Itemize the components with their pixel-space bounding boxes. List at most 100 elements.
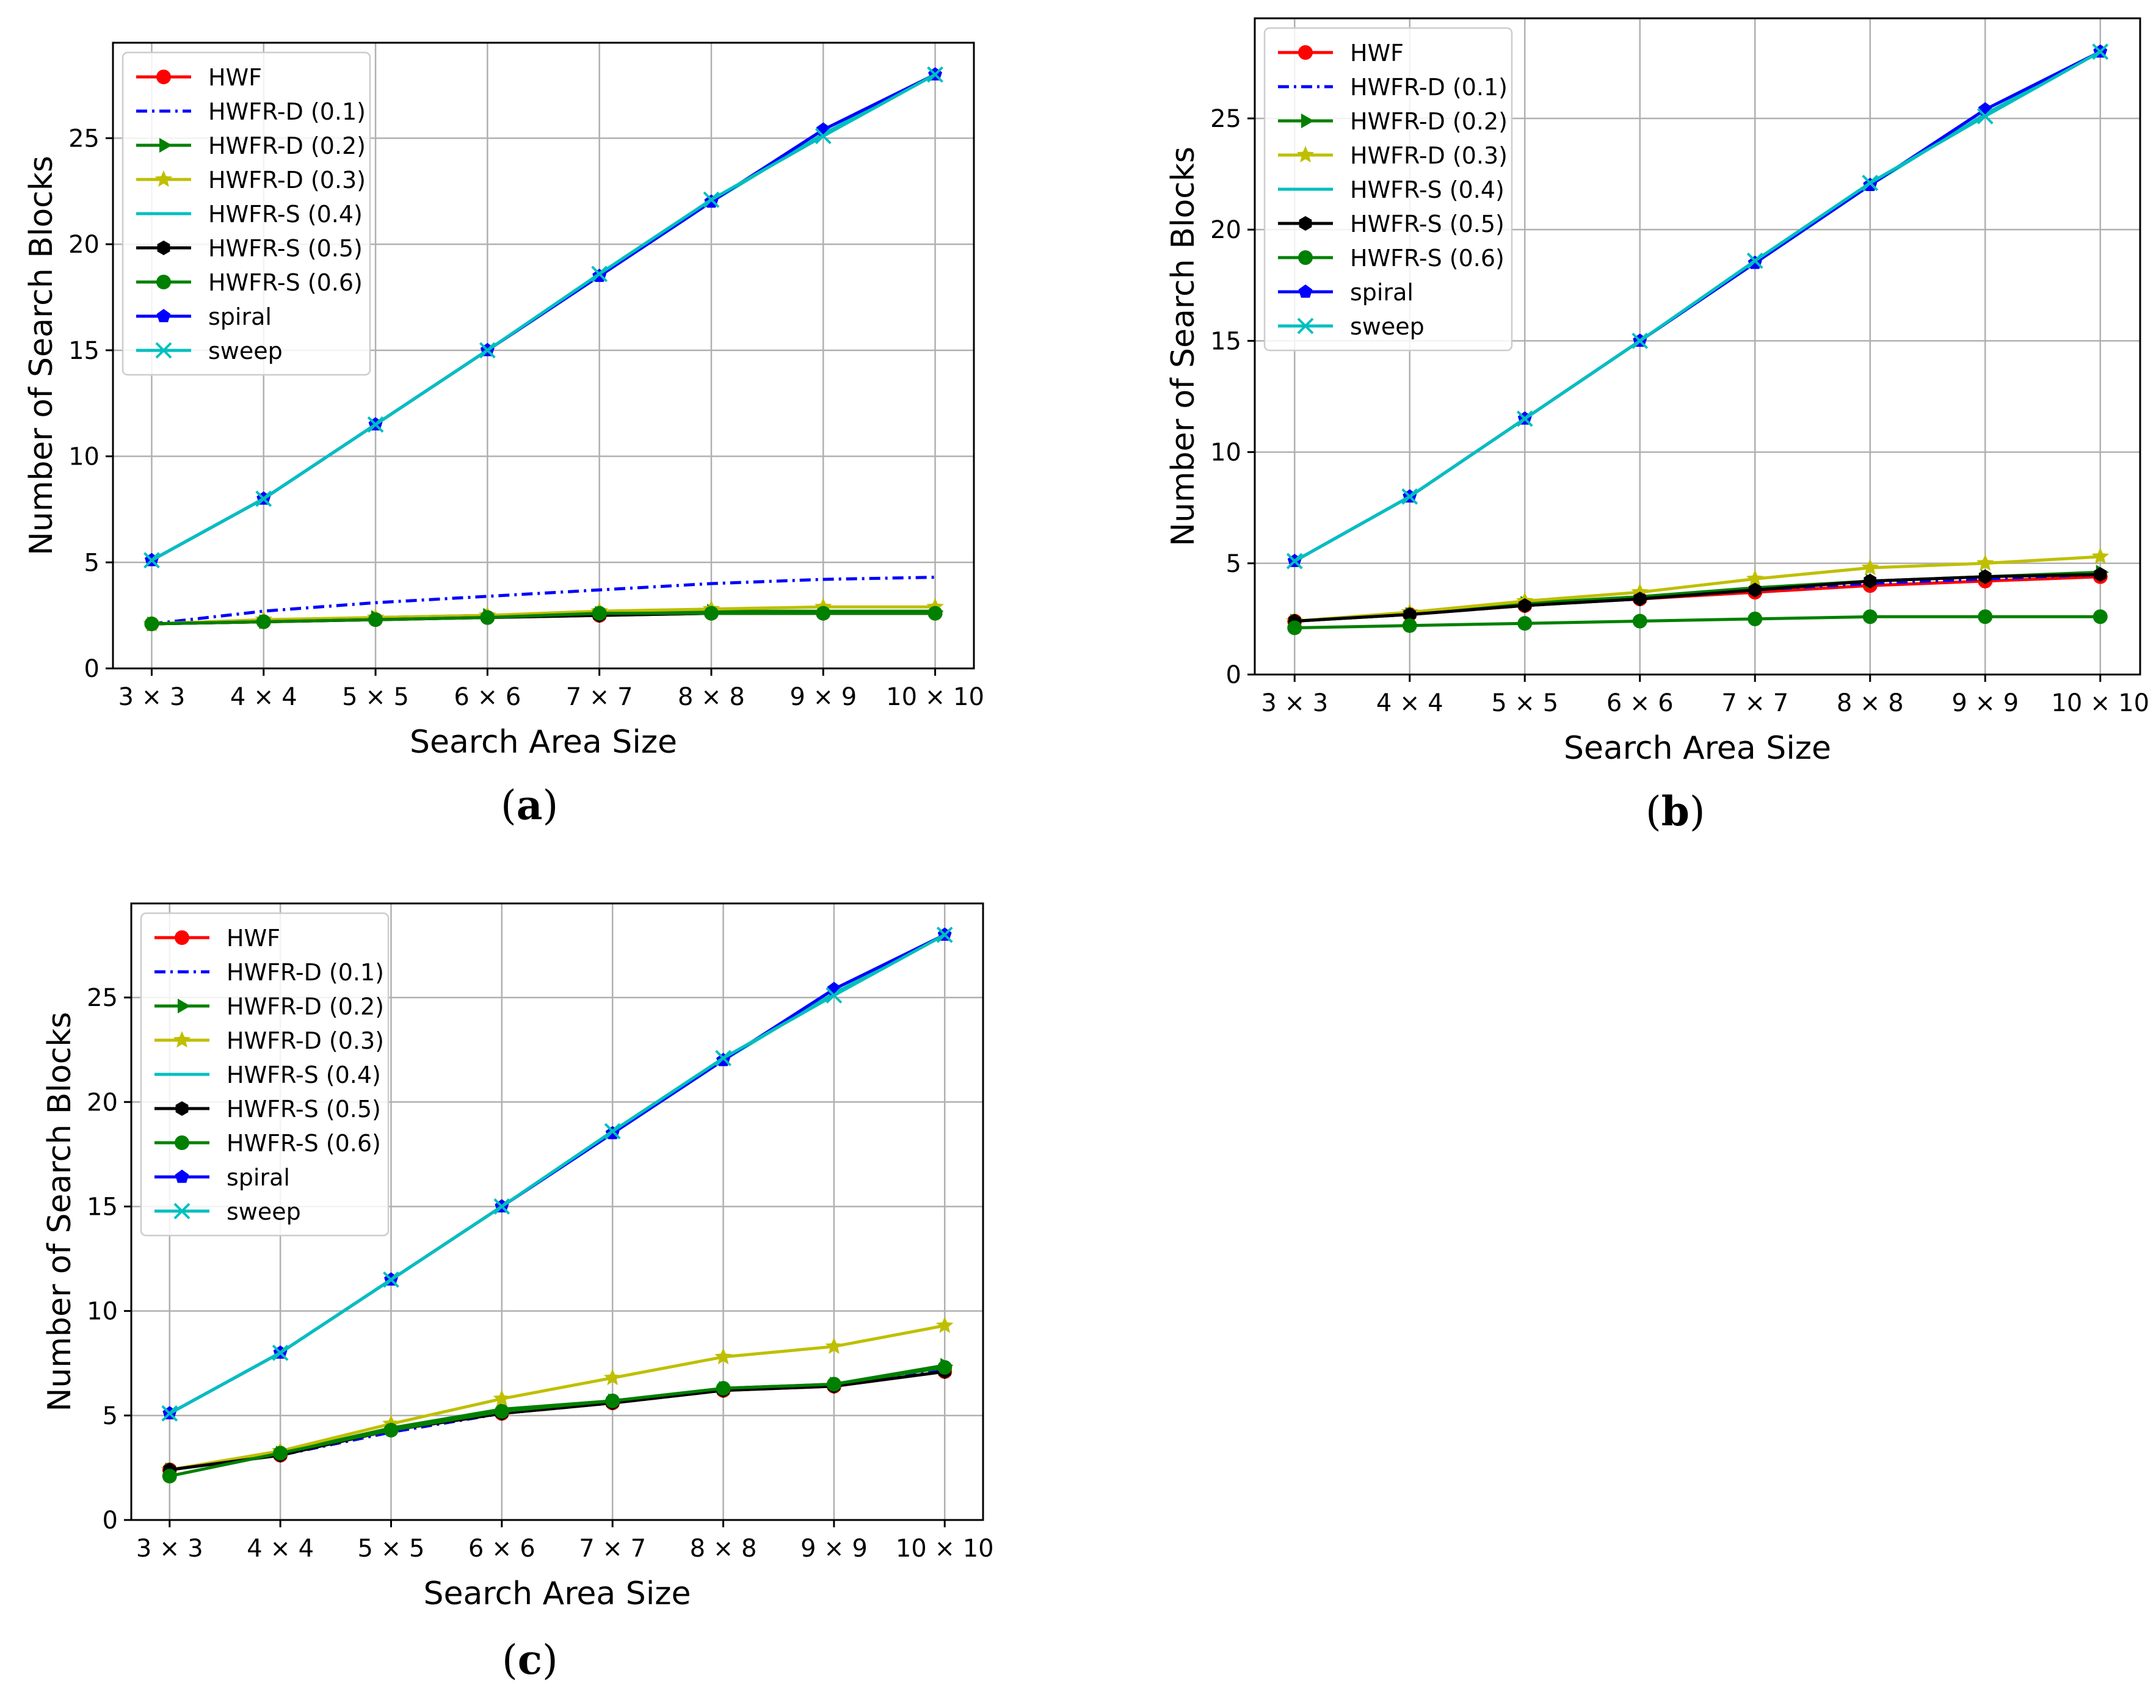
data-point xyxy=(826,987,843,1004)
data-point xyxy=(494,1403,509,1419)
x-tick-label: 8 × 8 xyxy=(1837,689,1904,717)
series-line xyxy=(1294,555,2100,623)
data-point xyxy=(603,1369,622,1386)
series-HWFR-S (0.5) xyxy=(1288,567,2107,629)
series-line xyxy=(169,933,946,1415)
legend-label: HWFR-D (0.3) xyxy=(208,167,366,194)
series-sweep xyxy=(1286,43,2109,570)
legend-marker xyxy=(1299,216,1312,231)
legend-label: sweep xyxy=(1350,313,1425,340)
x-tick-label: 5 × 5 xyxy=(342,683,409,711)
data-point xyxy=(591,266,608,283)
caption-a: (a) xyxy=(501,781,559,829)
legend-marker xyxy=(154,170,173,187)
x-tick-label: 6 × 6 xyxy=(454,683,521,711)
data-point xyxy=(1862,609,1878,624)
legend-label: HWFR-S (0.5) xyxy=(208,235,363,262)
y-axis-label: Number of Search Blocks xyxy=(23,156,60,555)
x-tick-label: 9 × 9 xyxy=(789,683,857,711)
data-point xyxy=(1633,592,1647,607)
data-point xyxy=(1861,559,1879,576)
y-tick-label: 10 xyxy=(1210,439,1241,467)
data-point xyxy=(1862,175,1879,192)
x-tick-label: 3 × 3 xyxy=(1261,689,1328,717)
legend-label: HWFR-D (0.1) xyxy=(208,98,366,125)
legend-box xyxy=(140,912,390,1237)
data-point xyxy=(1517,616,1533,631)
data-point xyxy=(368,612,383,628)
legend-marker xyxy=(1298,45,1313,60)
data-point xyxy=(936,926,953,943)
legend-item: HWFR-S (0.6) xyxy=(136,269,363,296)
legend-item: HWFR-D (0.1) xyxy=(154,959,384,986)
legend-item: spiral xyxy=(154,1164,290,1191)
series-line xyxy=(169,1324,945,1472)
y-tick-label: 15 xyxy=(87,1193,118,1221)
plot-frame xyxy=(112,42,975,670)
data-point xyxy=(493,1198,510,1215)
legend-marker xyxy=(175,930,189,945)
caption-b-letter: b xyxy=(1661,787,1690,835)
legend-item: spiral xyxy=(136,303,272,330)
legend-label: HWFR-D (0.1) xyxy=(227,959,384,986)
data-point xyxy=(815,128,832,145)
legend-item: HWFR-S (0.4) xyxy=(154,1062,381,1088)
legend-marker xyxy=(155,342,172,359)
data-point xyxy=(1401,488,1418,505)
y-tick-label: 10 xyxy=(68,443,100,471)
legend-item: HWF xyxy=(154,925,280,952)
legend-marker xyxy=(1297,317,1314,335)
data-point xyxy=(480,610,495,625)
data-point xyxy=(1632,613,1647,629)
x-tick-label: 8 × 8 xyxy=(690,1535,757,1563)
x-axis-label: Search Area Size xyxy=(410,724,677,761)
legend-marker xyxy=(173,1031,191,1048)
legend-item: HWFR-S (0.6) xyxy=(154,1130,381,1157)
data-point xyxy=(816,606,831,621)
data-point xyxy=(1287,620,1302,635)
x-tick-label: 7 × 7 xyxy=(1721,689,1788,717)
legend-label: HWFR-D (0.3) xyxy=(1350,142,1508,169)
series-HWFR-S (0.6) xyxy=(1287,609,2108,635)
legend-label: HWFR-S (0.6) xyxy=(1350,245,1504,272)
x-tick-label: 10 × 10 xyxy=(896,1535,994,1563)
data-point xyxy=(143,552,160,569)
data-point xyxy=(1746,252,1763,269)
legend-label: HWFR-D (0.2) xyxy=(1350,108,1508,135)
y-tick-label: 5 xyxy=(103,1402,118,1430)
data-point xyxy=(937,1360,953,1375)
legend-label: HWF xyxy=(227,925,280,952)
legend-item: HWFR-S (0.5) xyxy=(136,235,363,262)
series-sweep xyxy=(143,66,943,569)
data-point xyxy=(2092,43,2109,60)
data-point xyxy=(272,1344,289,1361)
legend-box xyxy=(1263,27,1513,352)
x-tick-label: 4 × 4 xyxy=(230,683,297,711)
x-tick-label: 5 × 5 xyxy=(358,1535,425,1563)
series-HWFR-S (0.6) xyxy=(162,1360,953,1484)
data-point xyxy=(479,342,496,359)
data-point xyxy=(927,606,943,621)
legend-marker xyxy=(159,137,172,153)
legend-label: HWFR-S (0.5) xyxy=(1350,211,1504,237)
y-axis-label: Number of Search Blocks xyxy=(42,1012,78,1412)
caption-a-letter: a xyxy=(516,781,543,829)
y-tick-label: 0 xyxy=(1226,661,1241,689)
x-tick-label: 10 × 10 xyxy=(886,683,984,711)
plot-frame xyxy=(130,902,984,1521)
legend-item: HWFR-S (0.4) xyxy=(1278,176,1504,203)
y-axis-label: Number of Search Blocks xyxy=(1165,147,1202,546)
legend-label: spiral xyxy=(208,303,272,330)
legend-label: sweep xyxy=(227,1198,301,1225)
series-line xyxy=(169,1370,945,1472)
legend-label: spiral xyxy=(227,1164,290,1191)
data-point xyxy=(825,1337,843,1354)
data-point xyxy=(161,1405,178,1422)
x-tick-label: 7 × 7 xyxy=(579,1535,646,1563)
y-tick-label: 25 xyxy=(87,984,118,1012)
y-tick-label: 15 xyxy=(1210,327,1241,355)
y-tick-label: 5 xyxy=(1226,550,1241,578)
data-point xyxy=(605,1393,620,1408)
